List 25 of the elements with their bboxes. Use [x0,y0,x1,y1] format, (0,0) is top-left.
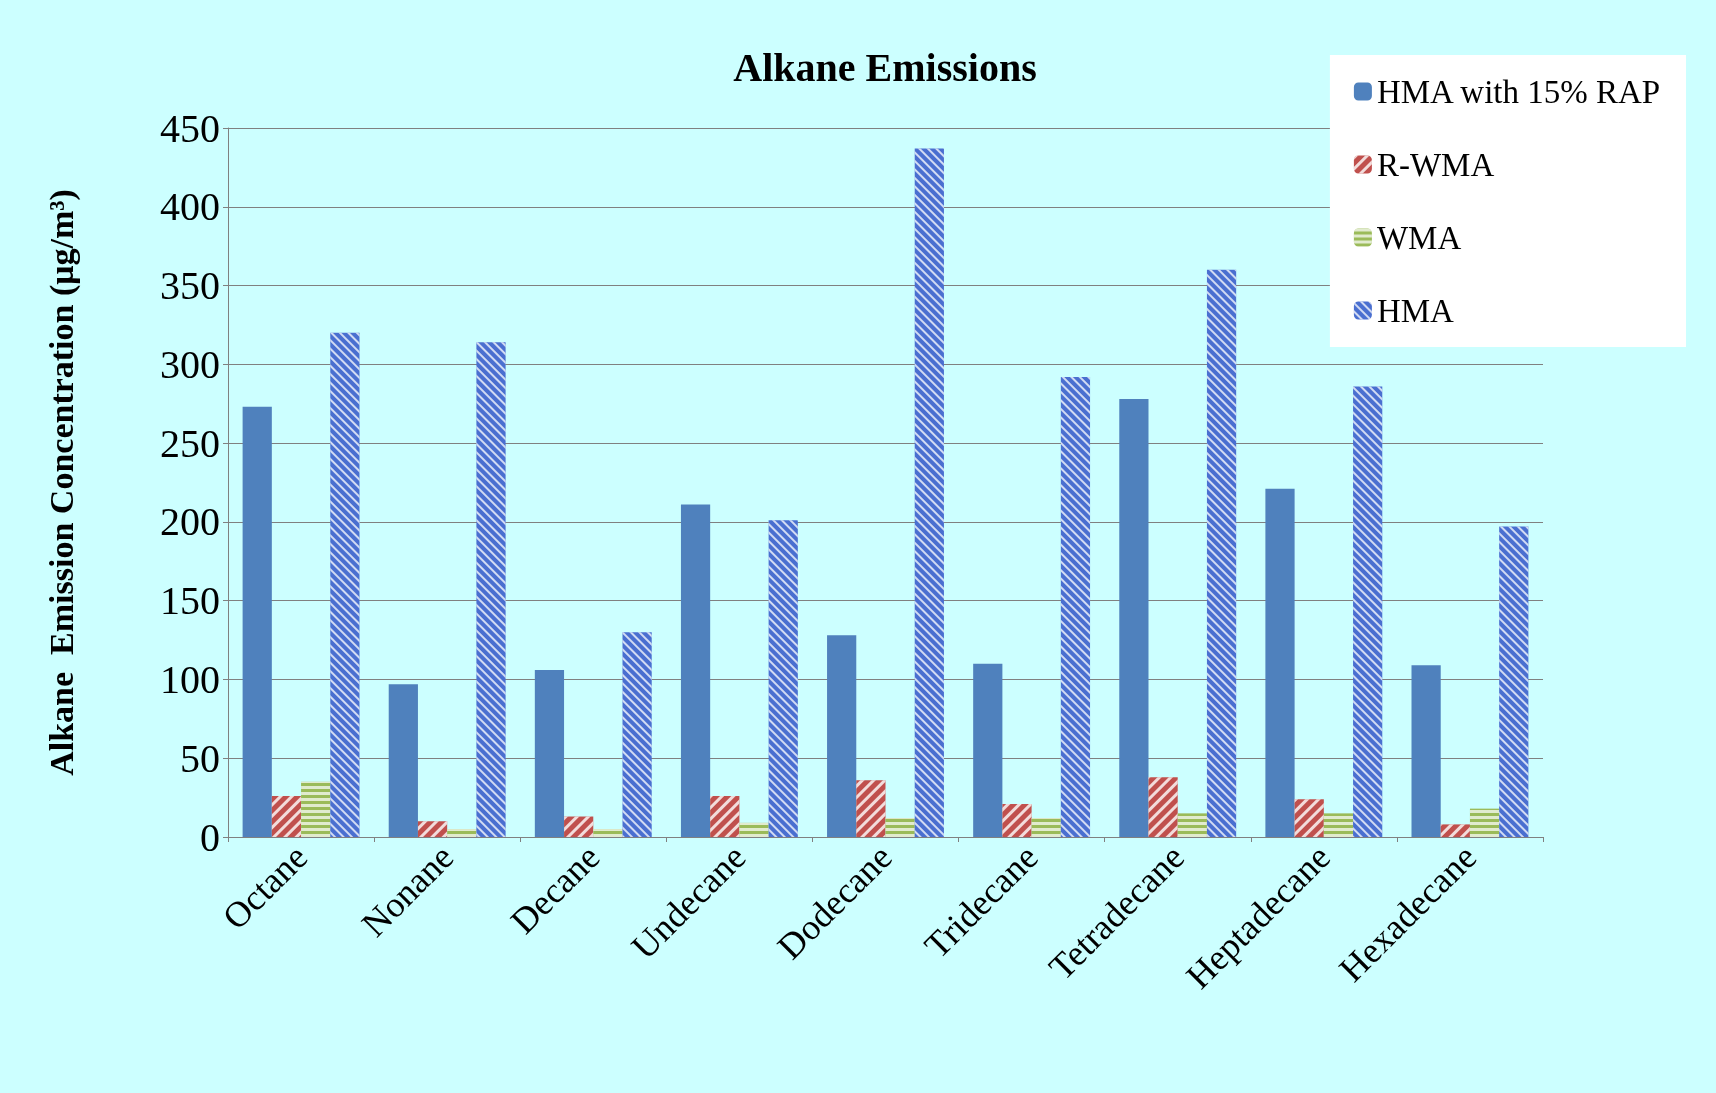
y-tick-label: 100 [160,656,220,702]
y-axis-title: Alkane Emission Concentration (μg/m³) [42,189,81,776]
y-tick-label: 350 [160,263,220,309]
legend-label: HMA with 15% RAP [1376,73,1661,110]
y-tick-label: 300 [160,341,220,387]
y-tick-label: 250 [160,420,220,466]
y-tick-label: 0 [200,814,220,860]
chart-title: Alkane Emissions [733,44,1037,90]
bar [827,635,857,837]
bar [973,663,1003,837]
bar [1119,399,1149,837]
y-tick-label: 200 [160,499,220,545]
bar [534,669,565,837]
y-tick-label: 450 [160,105,220,151]
legend-label: WMA [1376,219,1462,256]
y-tick-label: 150 [160,578,220,624]
legend-label: R-WMA [1376,146,1495,183]
bar [1265,488,1295,837]
bar [242,406,272,837]
legend-label: HMA [1376,292,1455,329]
y-tick-label: 400 [160,184,220,230]
bar [680,504,711,837]
bar [1411,665,1441,837]
bar [388,684,418,837]
y-tick-label: 50 [180,735,220,781]
